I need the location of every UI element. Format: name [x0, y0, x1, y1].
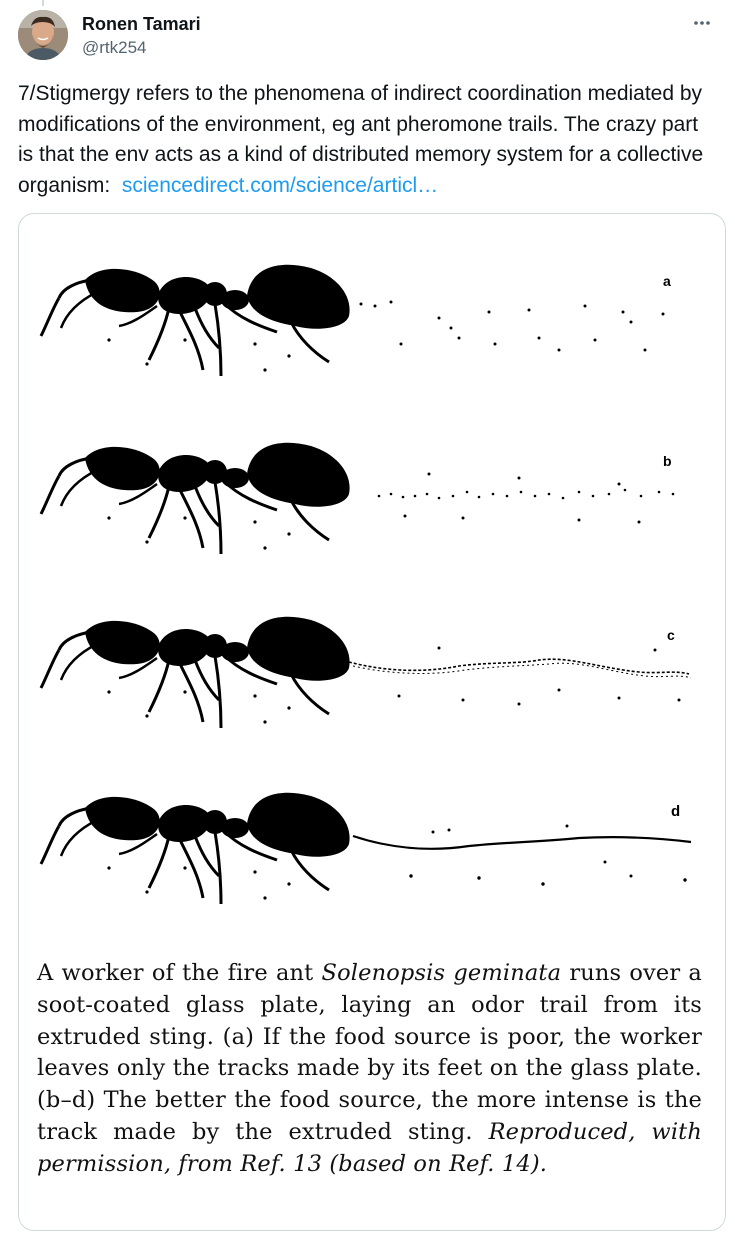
panel-label-b: b	[663, 453, 672, 469]
more-horizontal-icon[interactable]	[687, 12, 717, 34]
media-card[interactable]: a b c d A worker of the fire ant Solenop…	[18, 213, 726, 1231]
tweet-link[interactable]: sciencedirect.com/science/articl…	[121, 173, 439, 197]
figure-caption: A worker of the fire ant Solenopsis gemi…	[37, 958, 702, 1181]
caption-part-2: runs over a soot-coated glass plate, lay…	[37, 960, 702, 1145]
ant-drawing-a	[39, 263, 665, 378]
ant-drawing-b	[39, 441, 675, 556]
tweet-text: 7/Stigmergy refers to the phenomena of i…	[18, 79, 718, 201]
panel-label-a: a	[663, 273, 671, 289]
caption-credit: Reproduced, with permission, from Ref. 1…	[37, 1118, 702, 1177]
ant-figure: a b c d	[19, 214, 725, 934]
author-name[interactable]: Ronen Tamari	[82, 14, 201, 34]
author-handle[interactable]: @rtk254	[82, 38, 147, 57]
avatar[interactable]	[18, 10, 68, 60]
caption-species: Solenopsis geminata	[321, 960, 562, 986]
caption-part-1: A worker of the fire ant	[37, 960, 322, 986]
panel-label-c: c	[667, 627, 675, 643]
panel-label-d: d	[671, 803, 680, 820]
tweet-body: 7/Stigmergy refers to the phenomena of i…	[18, 82, 704, 197]
thread-connector-line	[42, 0, 44, 6]
ant-drawing-c	[39, 615, 692, 730]
tweet-header: Ronen Tamari @rtk254	[18, 10, 717, 62]
ant-drawing-d	[39, 791, 692, 906]
